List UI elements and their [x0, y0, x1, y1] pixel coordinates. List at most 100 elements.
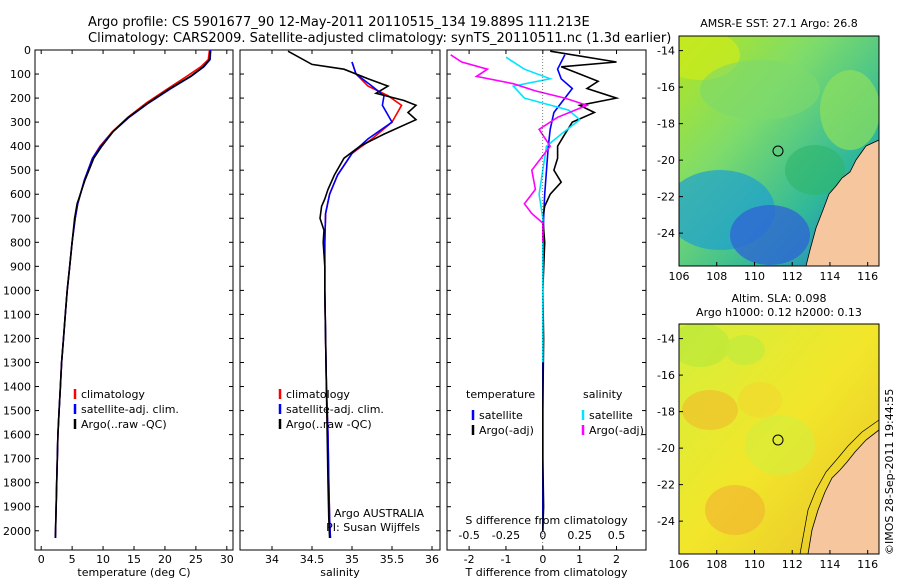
x-tick-label: 34.5 [300, 553, 325, 566]
map-lon-label: 110 [744, 270, 765, 283]
y-tick-label: 2000 [3, 525, 31, 538]
y-tick-label: 200 [10, 92, 31, 105]
x-tick-label: 15 [127, 553, 141, 566]
x-tick-label: 5 [69, 553, 76, 566]
map-lat-label: -16 [657, 81, 675, 94]
map-lat-label: -24 [657, 515, 675, 528]
x-tick-label: 2 [613, 553, 620, 566]
y-tick-label: 100 [10, 68, 31, 81]
legend-label: Argo(-adj) [589, 424, 644, 437]
map-lat-label: -14 [657, 45, 675, 58]
legend-label: Argo(..raw -QC) [81, 418, 167, 431]
map-lon-label: 106 [669, 270, 690, 283]
map-lon-label: 108 [706, 558, 727, 571]
x-tick-label: 10 [96, 553, 110, 566]
sla-map-title1: Altim. SLA: 0.098 [731, 292, 826, 305]
map-lat-label: -16 [657, 369, 675, 382]
x-axis-label: T difference from climatology [465, 566, 628, 579]
header-line1: Argo profile: CS 5901677_90 12-May-2011 … [88, 15, 590, 30]
y-tick-label: 800 [10, 236, 31, 249]
map-lat-label: -18 [657, 118, 675, 131]
legend-title-temperature: temperature [466, 388, 535, 401]
map-lon-label: 106 [669, 558, 690, 571]
series-line-argo-raw-qc- [54, 51, 211, 539]
y-tick-label: 1600 [3, 429, 31, 442]
y-tick-label: 500 [10, 164, 31, 177]
sst-map-axes: 106 108 110 112 114 116 -14 -16 -18 -20 -22 -24 [657, 45, 878, 283]
x-tick-label: 35.5 [380, 553, 405, 566]
y-tick-label: 1000 [3, 284, 31, 297]
map-lat-label: -20 [657, 442, 675, 455]
y-tick-label: 1700 [3, 453, 31, 466]
x-tick-label-top: 0 [539, 529, 546, 542]
map-lon-label: 110 [744, 558, 765, 571]
map-lat-label: -22 [657, 479, 675, 492]
legend-label: climatology [286, 388, 350, 401]
series-line-argo-raw-qc- [287, 50, 418, 539]
x-tick-label: 1 [576, 553, 583, 566]
map-lat-label: -24 [657, 227, 675, 240]
australia-coast-bottom [807, 429, 879, 554]
annotation-agency: Argo AUSTRALIA [334, 507, 424, 520]
legend-label: satellite [589, 409, 633, 422]
legend-label: satellite [479, 409, 523, 422]
series-line-s-argo-adj- [450, 54, 590, 243]
legend-label: Argo(..raw -QC) [286, 418, 372, 431]
x-tick-label: 36 [425, 553, 439, 566]
x-axis-label: temperature (deg C) [77, 566, 190, 579]
y-tick-label: 1300 [3, 357, 31, 370]
y-tick-label: 900 [10, 260, 31, 273]
y-tick-label: 700 [10, 212, 31, 225]
y-tick-label: 1400 [3, 381, 31, 394]
sst-map: AMSR-E SST: 27.1 Argo: 26.8 106 108 110 112… [657, 17, 880, 283]
annotation-pi: PI: Susan Wijffels [326, 521, 420, 534]
y-tick-label: 1200 [3, 332, 31, 345]
header-line2: Climatology: CARS2009. Satellite-adjuste… [88, 31, 671, 46]
x-tick-label: 20 [158, 553, 172, 566]
x-tick-label-top: -0.25 [492, 529, 520, 542]
legend-label: Argo(-adj) [479, 424, 534, 437]
imos-credit: ©IMOS 28-Sep-2011 19:44:55 [883, 389, 896, 555]
x-tick-label: 30 [220, 553, 234, 566]
salinity-panel: 34 34.5 35 35.5 36 salinity climatology satelli… [239, 49, 441, 579]
map-lon-label: 116 [857, 270, 878, 283]
temperature-panel: 0 5 10 15 20 25 300100200300400500600700800900… [3, 44, 234, 579]
map-lon-label: 108 [706, 270, 727, 283]
y-tick-label: 0 [24, 44, 31, 57]
float-marker-top [772, 145, 784, 157]
sla-map-axes: 106 108 110 112 114 116 -14 -16 -18 -20 -22 -24 [657, 333, 878, 571]
map-lat-label: -14 [657, 333, 675, 346]
plot-frame [34, 49, 234, 551]
x-tick-label: 0 [38, 553, 45, 566]
plot-frame [239, 49, 441, 551]
map-lon-label: 116 [857, 558, 878, 571]
x-tick-label: 34 [265, 553, 279, 566]
map-lat-label: -18 [657, 406, 675, 419]
x-tick-label: -1 [500, 553, 511, 566]
legend-label: satellite-adj. clim. [81, 403, 179, 416]
plot-frame [446, 49, 647, 551]
x-tick-label: 35 [345, 553, 359, 566]
x-tick-label: -2 [464, 553, 475, 566]
y-tick-label: 300 [10, 116, 31, 129]
x-tick-label-top: 0.25 [567, 529, 592, 542]
legend-label: climatology [81, 388, 145, 401]
australia-coast-top [805, 139, 879, 266]
y-tick-label: 600 [10, 188, 31, 201]
x-axis-label: salinity [320, 566, 360, 579]
x-tick-label-top: 0.5 [608, 529, 626, 542]
map-lon-label: 112 [782, 558, 803, 571]
legend-label: satellite-adj. clim. [286, 403, 384, 416]
legend-title-salinity: salinity [583, 388, 623, 401]
map-lon-label: 114 [819, 558, 840, 571]
map-lat-label: -22 [657, 191, 675, 204]
sla-map: Altim. SLA: 0.098 Argo h1000: 0.12 h2000… [657, 292, 880, 571]
series-line-s-satellite [505, 56, 581, 363]
y-tick-label: 400 [10, 140, 31, 153]
x-axis-label-top: S difference from climatology [465, 514, 628, 527]
map-lon-label: 114 [819, 270, 840, 283]
float-marker-bottom [772, 434, 784, 446]
map-lon-label: 112 [782, 270, 803, 283]
y-tick-label: 1900 [3, 501, 31, 514]
